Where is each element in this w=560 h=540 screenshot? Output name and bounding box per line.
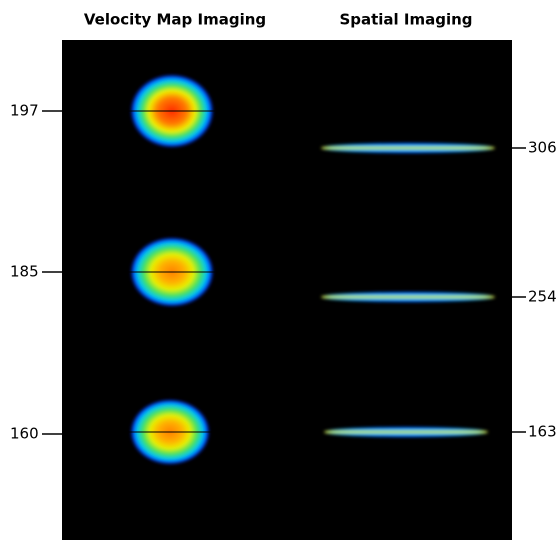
streak	[321, 143, 495, 153]
header: Velocity Map Imaging	[84, 11, 266, 29]
streak	[324, 427, 488, 437]
page: {"headers": ["Velocity Map Imaging", "Sp…	[0, 0, 560, 540]
left-label: 197	[10, 102, 39, 120]
figure: Velocity Map Imaging Spatial Imaging 197…	[0, 0, 560, 540]
header: Spatial Imaging	[339, 11, 472, 29]
left-label: 160	[10, 425, 39, 443]
right-label: 254	[528, 288, 557, 306]
left-label: 185	[10, 263, 39, 281]
image-panel	[62, 40, 512, 540]
right-label: 163	[528, 423, 557, 441]
streak	[321, 292, 495, 302]
right-label: 306	[528, 139, 557, 157]
